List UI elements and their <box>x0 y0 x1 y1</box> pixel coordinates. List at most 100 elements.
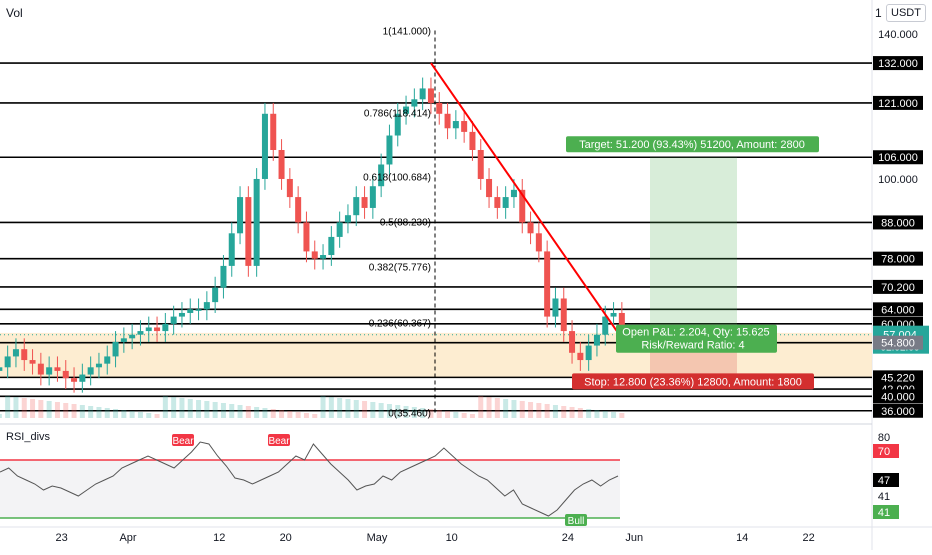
candle-body <box>461 121 468 132</box>
currency-button[interactable]: USDT <box>886 4 926 22</box>
volume-bar <box>611 412 617 418</box>
scale-count: 1 <box>875 6 882 20</box>
price-level-tag <box>873 302 923 317</box>
volume-bar <box>212 402 218 418</box>
volume-bar <box>378 403 384 418</box>
price-level-label: 121.000 <box>878 98 918 110</box>
volume-bar <box>461 413 467 418</box>
volume-bar <box>353 400 359 418</box>
volume-bar <box>370 402 376 418</box>
price-level-tag <box>873 215 923 230</box>
divergence-label: Bear <box>268 436 290 447</box>
candle-body <box>178 312 185 317</box>
rsi-tick-label: 47 <box>878 475 890 487</box>
candle-body <box>112 341 119 357</box>
price-level-label: 106.000 <box>878 152 918 164</box>
volume-bar <box>21 398 27 418</box>
candle-body <box>344 215 351 223</box>
candle-body <box>569 331 576 353</box>
volume-bar <box>146 413 152 418</box>
candle-body <box>21 349 28 361</box>
candle-body <box>311 251 318 259</box>
volume-bar <box>403 406 409 418</box>
volume-bar <box>196 400 202 418</box>
volume-bar <box>38 400 44 418</box>
candle-body <box>535 233 542 252</box>
volume-bar <box>245 406 251 418</box>
volume-bar <box>312 414 318 418</box>
price-level-label: 70.200 <box>881 282 915 294</box>
volume-bar <box>577 408 583 418</box>
candle-body <box>477 150 484 179</box>
divergence-badge <box>268 434 290 446</box>
volume-bar <box>395 405 401 418</box>
volume-bar <box>54 402 60 418</box>
price-levels-layer <box>0 62 872 412</box>
rsi-tick-tag <box>873 505 899 519</box>
volume-bar <box>303 413 309 418</box>
volume-bar <box>162 396 168 418</box>
price-level-tag <box>873 389 923 404</box>
volume-bar <box>154 414 160 418</box>
candle-body <box>145 327 152 332</box>
fib-level-label: 0(35.460) <box>388 409 431 420</box>
trendline <box>430 62 623 339</box>
x-tick-label: 23 <box>55 532 67 544</box>
rsi-layer: Bear Bear Bull <box>0 434 620 527</box>
volume-bar <box>486 397 492 418</box>
volume-bar <box>569 407 575 418</box>
candle-body <box>353 197 360 216</box>
volume-bar <box>88 406 94 418</box>
fib-layer: 1(141.000) 0.786(118.414) 0.618(100.684) 0.… <box>363 26 623 420</box>
volume-bar <box>561 406 567 418</box>
candle-body <box>54 367 61 371</box>
rsi-tick-label: 41 <box>878 491 890 503</box>
rsi-line <box>0 441 619 517</box>
candle-body <box>46 367 53 375</box>
volume-bar <box>113 409 119 418</box>
candle-body <box>320 255 327 259</box>
x-tick-label: 22 <box>802 532 814 544</box>
volume-bar <box>171 397 177 418</box>
volume-bar <box>137 412 143 418</box>
volume-bar <box>337 398 343 418</box>
candle-body <box>154 327 161 332</box>
price-level-tag <box>873 95 923 110</box>
y-tick-label: 140.000 <box>878 29 918 41</box>
candle-body <box>361 197 368 208</box>
candle-body <box>220 265 227 288</box>
candle-body <box>303 222 310 252</box>
candle-body <box>212 287 219 303</box>
candle-body <box>502 197 509 208</box>
volume-bar <box>279 410 285 418</box>
fib-level-label: 0.5(88.230) <box>380 218 431 229</box>
candle-body <box>162 323 169 332</box>
volume-bar <box>287 411 293 418</box>
candle-body <box>29 360 36 364</box>
x-tick-label: May <box>367 532 388 544</box>
volume-bar <box>428 409 434 418</box>
volume-bar <box>594 410 600 418</box>
risk-reward-text: Risk/Reward Ratio: 4 <box>641 340 744 352</box>
volume-bar <box>420 408 426 418</box>
candle-body <box>129 334 136 339</box>
candle-body <box>95 363 102 368</box>
price-level-tag <box>873 403 923 418</box>
divergence-label: Bull <box>568 516 585 527</box>
candle-body <box>436 102 443 114</box>
candle-body <box>618 312 625 335</box>
x-tick-label: 20 <box>280 532 292 544</box>
volume-bar <box>13 397 19 418</box>
candle-body <box>486 178 493 198</box>
volume-bar <box>104 408 110 418</box>
x-tick-label: Apr <box>119 532 136 544</box>
price-level-label: 36.000 <box>881 406 915 418</box>
candle-body <box>336 222 343 237</box>
candle-body <box>120 338 127 342</box>
candle-body <box>4 356 11 368</box>
volume-bar <box>0 414 2 418</box>
candle-body <box>452 121 459 129</box>
rsi-tick-label: 80 <box>878 432 890 444</box>
volume-bar <box>602 411 608 418</box>
